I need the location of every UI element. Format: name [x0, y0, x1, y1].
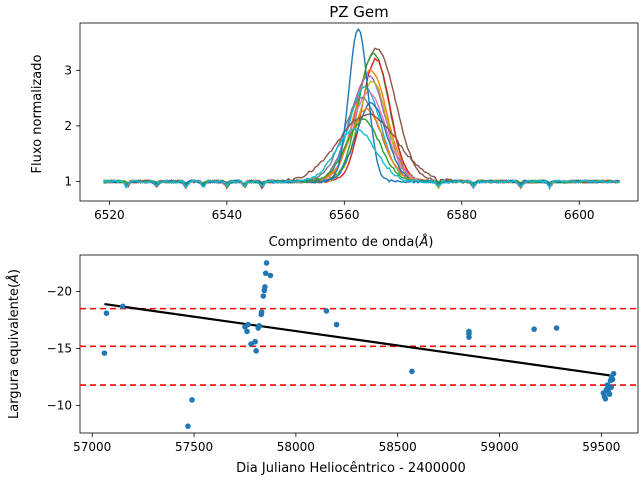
x-tick-label: 58500	[379, 440, 417, 454]
ew-point	[609, 376, 616, 383]
x-tick-label: 6520	[94, 208, 125, 222]
x-tick-label: 58000	[277, 440, 315, 454]
ew-point	[189, 397, 195, 403]
x-tick-label: 59500	[582, 440, 620, 454]
ew-point	[262, 270, 269, 277]
ew-point	[263, 260, 270, 266]
ew-point	[260, 293, 267, 299]
ew-ticks: 57000 57500 58000 58500 59000 59500 −20 −15 −10	[47, 285, 621, 454]
ew-point	[248, 341, 254, 347]
y-tick-label: −15	[47, 342, 72, 356]
ew-point	[553, 325, 560, 331]
ew-point	[267, 272, 274, 279]
spectrum-line	[102, 56, 621, 190]
x-tick-label: 6600	[564, 208, 595, 222]
ew-point	[252, 338, 258, 345]
x-tick-label: 6560	[329, 208, 360, 222]
spectrum-line	[103, 128, 620, 190]
ew-point	[409, 368, 415, 375]
spectrum-line	[103, 68, 620, 186]
spectra-ticks: 6520 6540 6560 6580 6600 1 2 3	[64, 63, 594, 222]
spectra-lines	[102, 27, 621, 190]
ew-point	[606, 391, 613, 398]
ew-point	[531, 326, 537, 332]
spectra-ylabel: Fluxo normalizado	[30, 55, 45, 174]
ew-point	[333, 321, 340, 328]
y-tick-label: 3	[64, 63, 72, 77]
ew-point	[258, 309, 265, 315]
ew-points	[101, 260, 617, 429]
y-tick-label: −20	[47, 285, 72, 299]
ew-point	[256, 322, 263, 329]
ew-point	[103, 310, 110, 316]
y-tick-label: −10	[47, 399, 72, 413]
ew-point	[262, 284, 268, 290]
ew-ylabel: Largura equivalente(Å)	[6, 269, 22, 419]
spectrum-line	[103, 118, 620, 186]
x-tick-label: 6540	[212, 208, 243, 222]
y-tick-label: 1	[64, 175, 72, 189]
ew-point	[323, 308, 330, 314]
spectra-xlabel: Comprimento de onda(Å)	[269, 234, 434, 250]
x-tick-label: 57000	[73, 440, 111, 454]
ew-point	[253, 348, 259, 354]
ew-point	[602, 395, 609, 402]
trend-line-segment	[104, 302, 614, 378]
ew-point	[245, 321, 251, 328]
ew-point	[466, 328, 472, 335]
spectrum-line	[103, 101, 620, 186]
spectra-plot: PZ Gem 6520 6540 6560 6580 6600 1 2 3 Comprimen…	[30, 3, 639, 250]
ew-plot-frame	[79, 254, 639, 434]
ew-point	[608, 384, 614, 391]
ew-point	[101, 350, 108, 356]
ew-xlabel: Dia Juliano Heliocêntrico - 2400000	[236, 461, 466, 476]
x-tick-label: 6580	[447, 208, 478, 222]
reference-lines	[80, 307, 638, 386]
trend-line	[104, 302, 614, 378]
x-tick-label: 57500	[175, 440, 213, 454]
spectrum-line	[103, 113, 620, 190]
spectra-plot-title: PZ Gem	[329, 3, 389, 21]
x-tick-label: 59000	[480, 440, 518, 454]
y-tick-label: 2	[64, 119, 72, 133]
ew-point	[610, 370, 617, 377]
equivalent-width-plot: 57000 57500 58000 58500 59000 59500−20−15−10 …	[6, 254, 639, 476]
ew-point	[119, 303, 126, 310]
spectra-plot-frame	[79, 22, 639, 202]
ew-point	[185, 423, 191, 429]
ew-point	[244, 328, 250, 335]
